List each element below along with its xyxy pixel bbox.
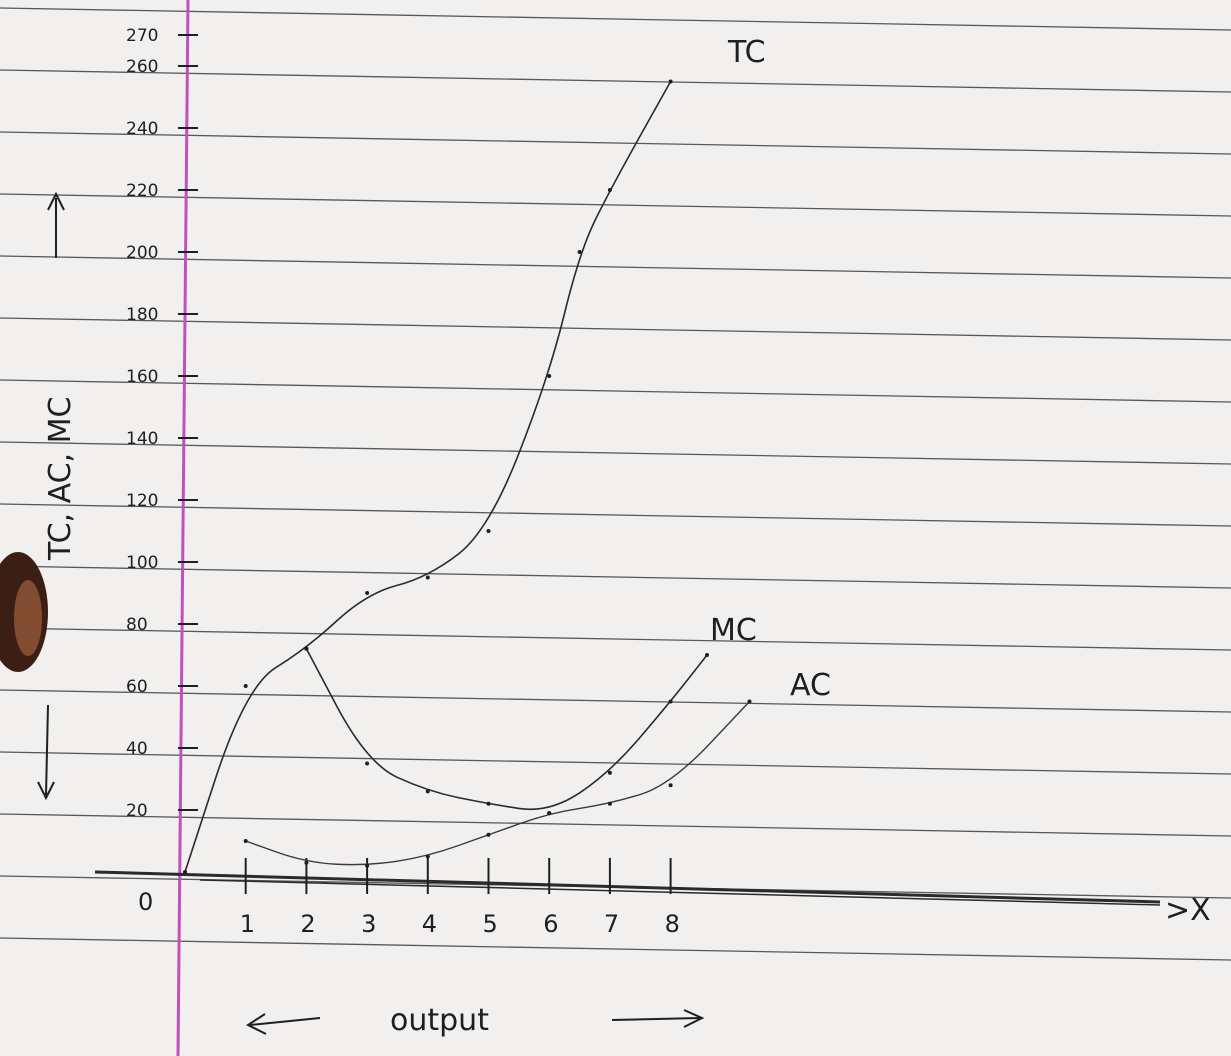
y-tick-label: 40	[126, 739, 148, 759]
notebook-rule	[0, 813, 1231, 837]
x-tick-label: 8	[665, 910, 680, 938]
x-tick-label: 2	[300, 910, 315, 938]
mc-point	[668, 699, 673, 704]
notebook-rule	[0, 193, 1231, 217]
ac-point	[365, 863, 370, 868]
y-tick-label: 100	[126, 553, 158, 573]
mc-point	[304, 646, 309, 651]
ac-point	[243, 839, 248, 843]
y-tick-label: 120	[126, 491, 158, 511]
x-tick-label: 1	[240, 910, 255, 938]
x-tick-label: 4	[422, 910, 437, 938]
notebook-rule	[0, 441, 1231, 465]
y-tick-label: 60	[126, 677, 148, 697]
tc-label: TC	[727, 35, 766, 70]
mc-label: MC	[710, 613, 757, 648]
x-tick-label: 7	[604, 910, 619, 938]
notebook-rule	[0, 69, 1231, 93]
y-tick-label: 200	[126, 243, 158, 263]
tc-curve	[184, 81, 672, 873]
ac-point	[304, 860, 309, 865]
ac-point	[607, 801, 612, 806]
ac-point	[668, 783, 673, 788]
notebook-rule	[0, 565, 1231, 589]
notebook-rule	[0, 131, 1231, 155]
ac-label: AC	[790, 668, 831, 703]
y-tick-label: 220	[126, 181, 158, 201]
x-axis-line-2	[199, 879, 1161, 906]
notebook-rule	[0, 627, 1231, 651]
left-arrow-icon	[245, 1013, 267, 1035]
tc-point	[486, 529, 491, 533]
tc-point	[668, 79, 673, 84]
tc-point	[243, 684, 248, 688]
tc-point	[547, 374, 552, 378]
x-tick-label: 6	[543, 910, 558, 938]
series-labels: TC MC AC	[710, 35, 831, 703]
y-tick-label: 160	[126, 367, 158, 387]
ac-curve	[245, 701, 751, 866]
y-down-arrow-shaft	[45, 704, 49, 796]
notebook-rule	[0, 379, 1231, 403]
curves	[183, 79, 752, 874]
y-axis-label: TC, AC, MC	[43, 397, 78, 561]
x-axis-line	[94, 870, 1161, 904]
y-tick-label: 140	[126, 429, 158, 449]
mc-point	[607, 770, 612, 775]
x-right-arrow-shaft	[611, 1017, 701, 1021]
mc-curve	[305, 648, 708, 811]
x-axis: >X	[94, 870, 1211, 928]
notebook-rule	[0, 937, 1231, 961]
y-tick-label: 180	[126, 305, 158, 325]
x-ticks: 1 2 3 4 5 6 7 8	[240, 858, 680, 938]
tc-point	[425, 575, 430, 580]
notebook-rule	[0, 7, 1231, 31]
x-tick-label: 3	[361, 910, 376, 938]
x-tick-label: 5	[483, 910, 498, 938]
notebook-rule	[0, 689, 1231, 713]
mc-point	[486, 801, 491, 806]
y-tick-label: 260	[126, 57, 158, 77]
tc-point	[607, 188, 612, 192]
x-axis-label: output	[390, 1003, 489, 1038]
right-arrow-icon	[683, 1009, 705, 1028]
y-tick-label: 80	[126, 615, 148, 635]
y-tick-label: 240	[126, 119, 158, 139]
y-tick-label: 20	[126, 801, 148, 821]
mc-point	[705, 653, 710, 657]
y-tick-label: 270	[126, 26, 158, 46]
mc-point	[365, 761, 370, 766]
up-arrow-icon	[47, 191, 65, 211]
mc-point	[425, 789, 430, 794]
notebook-rule	[0, 255, 1231, 279]
down-arrow-icon	[37, 781, 55, 801]
notebook-rule	[0, 317, 1231, 341]
origin-label: 0	[138, 888, 153, 916]
notebook-rule	[0, 503, 1231, 527]
ac-point	[486, 832, 491, 837]
x-axis-end-label: >X	[1165, 893, 1211, 928]
x-left-arrow-shaft	[249, 1017, 321, 1026]
tc-point	[183, 870, 187, 874]
ac-point	[747, 699, 752, 704]
margin-line	[176, 0, 190, 1056]
y-ticks: 20 40 60 80 100 120 140 160 180 200 220 240 260 270	[126, 26, 198, 821]
tc-point	[577, 250, 582, 254]
ac-point	[425, 854, 430, 859]
ac-point	[547, 811, 552, 816]
tc-point	[365, 591, 370, 595]
ink-blot-highlight	[14, 580, 42, 656]
